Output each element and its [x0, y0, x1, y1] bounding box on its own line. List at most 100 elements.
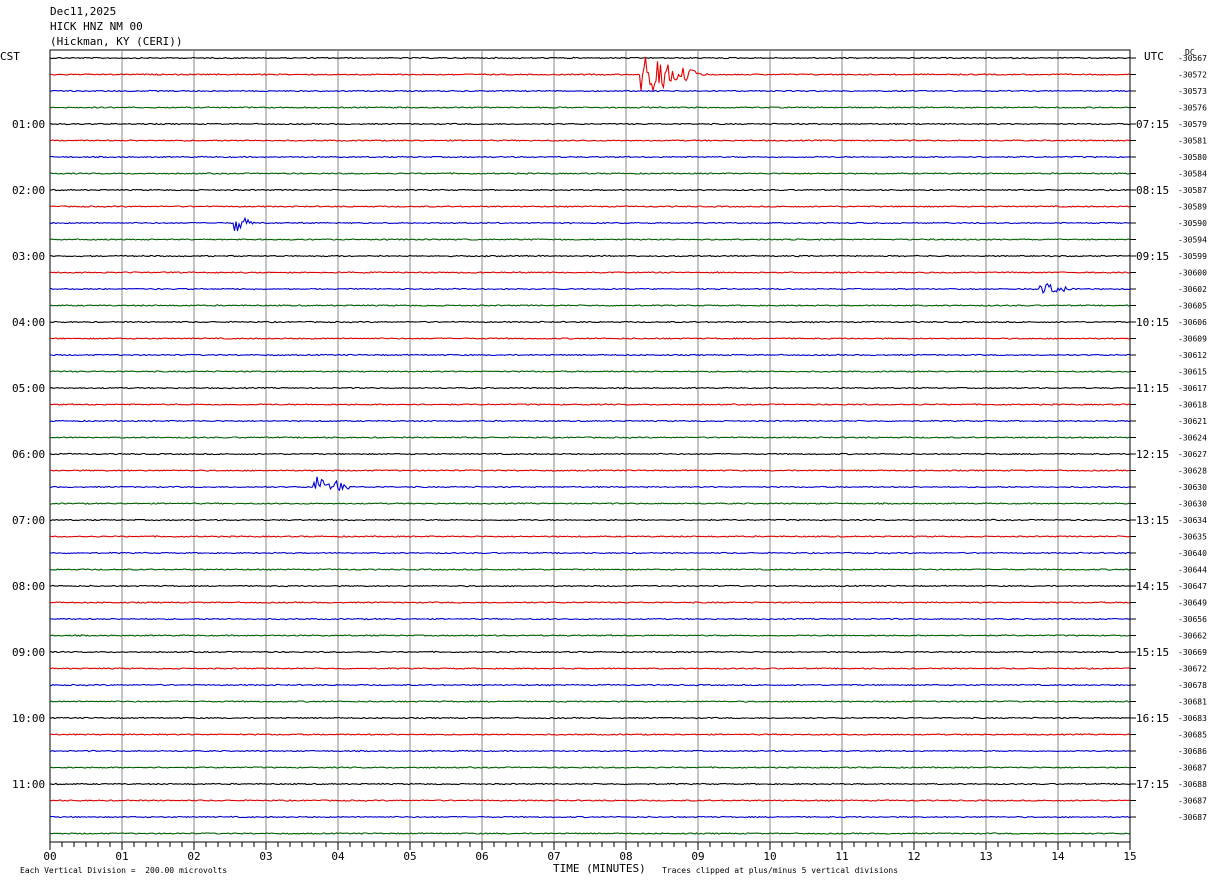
left-hour-label: 07:00	[12, 514, 45, 527]
left-hour-label: 05:00	[12, 382, 45, 395]
clip-note: Traces clipped at plus/minus 5 vertical …	[662, 866, 899, 875]
x-tick-label: 08	[619, 850, 632, 863]
plot-frame	[49, 49, 1131, 843]
dc-offset-label: -30656	[1178, 615, 1207, 624]
right-hour-label: 13:15	[1136, 514, 1169, 527]
x-tick-label: 02	[187, 850, 200, 863]
trace-line	[49, 749, 1131, 753]
dc-offset-label: -30600	[1178, 269, 1207, 278]
x-tick-label: 12	[907, 850, 920, 863]
dc-offset-label: -30683	[1178, 714, 1207, 723]
trace-line	[49, 56, 1131, 60]
trace-line	[49, 716, 1130, 720]
trace-line	[49, 254, 1131, 258]
x-tick-label: 09	[691, 850, 704, 863]
trace-line	[49, 476, 1131, 492]
trace-line	[49, 584, 1131, 588]
trace-line	[49, 106, 1131, 109]
trace-line	[49, 782, 1130, 786]
dc-offset-label: -30635	[1178, 533, 1207, 542]
dc-offset-label: -30612	[1178, 351, 1207, 360]
trace-line	[49, 353, 1131, 357]
dc-offset-label: -30602	[1178, 285, 1207, 294]
dc-offset-label: -30572	[1178, 71, 1207, 80]
right-hour-label: 07:15	[1136, 118, 1169, 131]
dc-offset-label: -30634	[1178, 516, 1207, 525]
trace-line	[49, 386, 1131, 390]
dc-offset-label: -30687	[1178, 813, 1207, 822]
dc-offset-label: -30685	[1178, 731, 1207, 740]
left-hour-label: 11:00	[12, 778, 45, 791]
right-hour-label: 17:15	[1136, 778, 1169, 791]
x-axis-label: TIME (MINUTES)	[553, 862, 646, 875]
trace-line	[49, 188, 1131, 192]
trace-line	[49, 650, 1131, 654]
scale-note: Each Vertical Division = 200.00 microvol…	[20, 866, 228, 875]
dc-offset-label: -30627	[1178, 450, 1207, 459]
trace-line	[49, 551, 1131, 555]
x-tick-label: 00	[43, 850, 56, 863]
dc-offset-label: -30662	[1178, 632, 1207, 641]
trace-line	[49, 815, 1131, 819]
dc-offset-label: -30687	[1178, 797, 1207, 806]
date-label: Dec11,2025	[50, 5, 117, 18]
trace-line	[49, 419, 1131, 423]
trace-line	[49, 733, 1131, 736]
left-hour-label: 02:00	[12, 184, 45, 197]
dc-offset-label: -30581	[1178, 137, 1207, 146]
left-hour-label: 03:00	[12, 250, 45, 263]
trace-line	[50, 469, 1130, 472]
x-tick-label: 06	[475, 850, 488, 863]
dc-offset-label: -30567	[1178, 54, 1207, 63]
trace-line	[49, 155, 1131, 159]
x-tick-label: 14	[1051, 850, 1065, 863]
dc-offset-label: -30605	[1178, 302, 1207, 311]
dc-offset-label: -30618	[1178, 401, 1207, 410]
x-tick-label: 05	[403, 850, 416, 863]
dc-offset-label: -30609	[1178, 335, 1207, 344]
trace-line	[49, 683, 1131, 687]
dc-offset-label: -30647	[1178, 582, 1207, 591]
dc-offset-label: -30594	[1178, 236, 1207, 245]
x-tick-label: 11	[835, 850, 848, 863]
trace-line	[49, 122, 1131, 126]
dc-offset-label: -30678	[1178, 681, 1207, 690]
dc-offset-label: -30624	[1178, 434, 1207, 443]
dc-offset-label: -30681	[1178, 698, 1207, 707]
dc-offset-label: -30615	[1178, 368, 1207, 377]
left-hour-label: 01:00	[12, 118, 45, 131]
dc-offset-label: -30576	[1178, 104, 1207, 113]
left-hour-label: 04:00	[12, 316, 45, 329]
x-tick-label: 07	[547, 850, 560, 863]
trace-line	[49, 238, 1131, 241]
trace-line	[49, 518, 1131, 522]
dc-offset-label: -30630	[1178, 483, 1207, 492]
trace-line	[49, 89, 1131, 93]
dc-offset-label: -30573	[1178, 87, 1207, 96]
x-tick-label: 13	[979, 850, 992, 863]
right-hour-label: 08:15	[1136, 184, 1169, 197]
dc-offset-label: -30687	[1178, 764, 1207, 773]
trace-line	[49, 436, 1131, 439]
dc-offset-label: -30617	[1178, 384, 1207, 393]
dc-offset-label: -30686	[1178, 747, 1207, 756]
dc-offset-label: -30599	[1178, 252, 1207, 261]
dc-offset-label: -30579	[1178, 120, 1207, 129]
trace-line	[49, 502, 1131, 505]
trace-line	[50, 617, 1131, 621]
dc-offset-label: -30630	[1178, 500, 1207, 509]
dc-offset-label: -30606	[1178, 318, 1207, 327]
cst-zone-label: CST	[0, 50, 20, 63]
right-hour-label: 09:15	[1136, 250, 1169, 263]
dc-offset-label: -30672	[1178, 665, 1207, 674]
dc-offset-label: -30580	[1178, 153, 1207, 162]
left-hour-label: 09:00	[12, 646, 45, 659]
right-hour-label: 12:15	[1136, 448, 1169, 461]
left-hour-label: 10:00	[12, 712, 45, 725]
right-hour-label: 11:15	[1136, 382, 1169, 395]
station-label: HICK HNZ NM 00	[50, 20, 143, 33]
trace-line	[49, 799, 1131, 802]
dc-offset-label: -30640	[1178, 549, 1207, 558]
dc-offset-label: -30649	[1178, 599, 1207, 608]
